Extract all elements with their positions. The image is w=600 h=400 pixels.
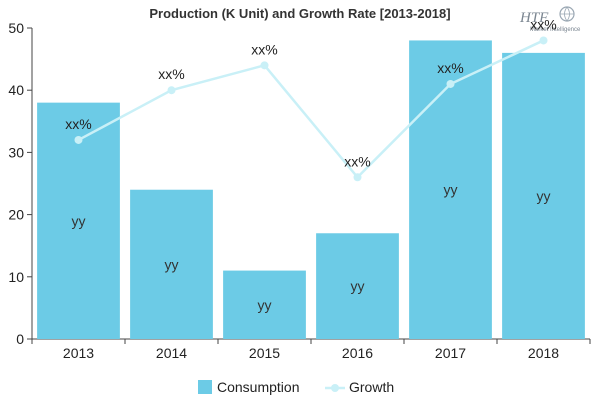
bar-consumption <box>409 40 492 339</box>
htf-logo: HTF Market Intelligence <box>519 6 581 33</box>
y-tick-label: 20 <box>8 207 24 223</box>
legend-label-growth: Growth <box>349 379 394 395</box>
bar-labels: yy yy yy yy yy yy <box>72 182 551 313</box>
x-tick-label: 2017 <box>435 345 466 361</box>
growth-point <box>446 79 455 88</box>
x-tick-label: 2015 <box>249 345 280 361</box>
growth-point <box>74 135 83 144</box>
growth-data-label: xx% <box>530 16 556 32</box>
growth-labels: xx% xx% xx% xx% xx% xx% <box>65 16 556 169</box>
growth-point <box>353 173 362 182</box>
legend-swatch-consumption <box>198 380 212 394</box>
growth-data-label: xx% <box>344 153 370 169</box>
growth-data-label: xx% <box>65 116 91 132</box>
legend-marker-growth <box>331 384 339 392</box>
bar-consumption <box>502 52 585 339</box>
axes: 0 10 20 30 40 50 2013 2014 2015 2016 2017 2018 <box>8 20 591 361</box>
legend: Consumption Growth <box>198 379 394 395</box>
y-tick-label: 0 <box>16 331 24 347</box>
x-tick-label: 2013 <box>63 345 94 361</box>
growth-series-line <box>77 39 545 180</box>
growth-point <box>539 36 548 45</box>
legend-label-consumption: Consumption <box>217 379 300 395</box>
y-tick-label: 40 <box>8 82 24 98</box>
x-tick-label: 2018 <box>528 345 559 361</box>
chart-title: Production (K Unit) and Growth Rate [201… <box>149 6 450 21</box>
logo-text: HTF <box>519 10 549 26</box>
bar-data-label: yy <box>351 278 365 294</box>
growth-point <box>167 86 176 95</box>
bar-consumption <box>316 233 399 339</box>
bar-data-label: yy <box>444 182 458 198</box>
bar-data-label: yy <box>72 213 86 229</box>
bar-data-label: yy <box>258 297 272 313</box>
growth-line <box>74 36 548 182</box>
bar-data-label: yy <box>165 256 179 272</box>
x-tick-label: 2016 <box>342 345 373 361</box>
logo-tagline: Market Intelligence <box>530 27 581 33</box>
y-tick-label: 50 <box>8 20 24 36</box>
bar-data-label: yy <box>537 188 551 204</box>
y-tick-label: 30 <box>8 144 24 160</box>
y-tick-label: 10 <box>8 269 24 285</box>
bars <box>37 40 585 339</box>
x-tick-label: 2014 <box>156 345 187 361</box>
growth-data-label: xx% <box>158 66 184 82</box>
bar-consumption <box>223 270 306 339</box>
bar-consumption <box>130 189 213 339</box>
growth-data-label: xx% <box>437 60 463 76</box>
growth-point <box>260 61 269 70</box>
growth-data-label: xx% <box>251 41 277 57</box>
